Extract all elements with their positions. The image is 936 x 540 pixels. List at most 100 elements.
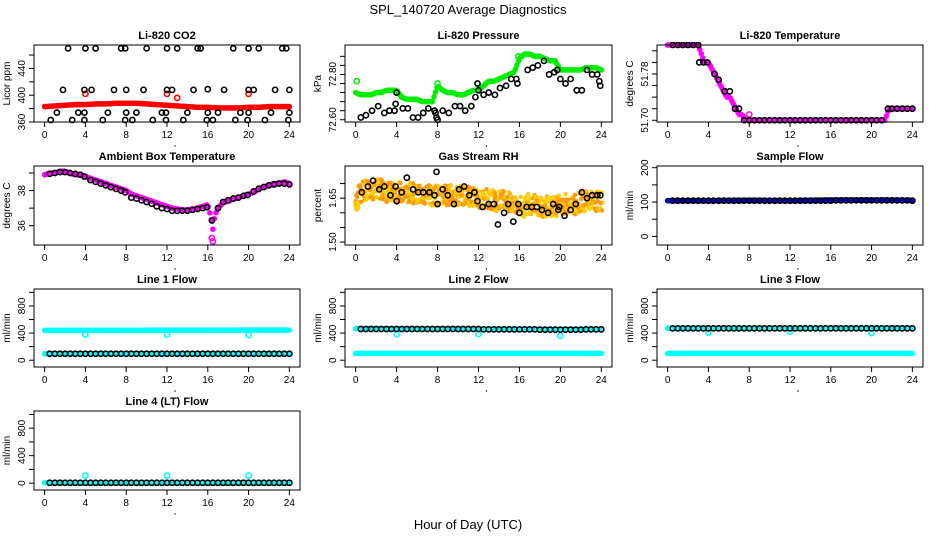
data-point xyxy=(583,201,589,207)
data-point xyxy=(510,208,515,213)
data-point xyxy=(583,194,591,202)
panel-line-4-lt-flow: Line 4 (LT) Flow ml/min 0 4 8 12 16 20 24 0 400 800 xyxy=(2,396,301,515)
y-axis-title: percent xyxy=(313,189,324,223)
data-point xyxy=(726,87,734,95)
data-point xyxy=(250,86,258,94)
data-layer xyxy=(41,327,293,358)
data-point xyxy=(463,201,468,206)
y-tick-label: 0 xyxy=(640,233,651,239)
y-tick-label: 38 xyxy=(17,185,28,197)
data-layer xyxy=(41,44,293,124)
data-point xyxy=(416,183,422,189)
data-point xyxy=(375,186,383,193)
x-tick-label: 16 xyxy=(825,375,837,386)
x-tick-label: 0 xyxy=(665,130,671,141)
data-point xyxy=(278,44,286,52)
x-tick-label: 20 xyxy=(866,375,878,386)
data-point xyxy=(431,94,437,100)
data-point xyxy=(261,116,269,124)
data-point xyxy=(380,183,388,190)
plot-frame xyxy=(656,165,924,246)
empty-sublabel-dot xyxy=(797,145,799,147)
data-point xyxy=(284,116,292,124)
data-point xyxy=(285,181,293,188)
data-point xyxy=(491,91,499,99)
data-point xyxy=(582,209,587,214)
data-point xyxy=(122,109,130,117)
data-point xyxy=(59,86,67,94)
data-point xyxy=(715,76,723,84)
data-point xyxy=(731,105,739,113)
data-point xyxy=(526,192,531,197)
data-point xyxy=(554,214,559,219)
data-point xyxy=(515,52,522,60)
data-layer xyxy=(664,324,916,357)
data-point xyxy=(566,197,571,202)
data-point xyxy=(81,116,88,124)
series-averages xyxy=(669,196,916,205)
data-point xyxy=(64,44,72,52)
data-point xyxy=(556,193,562,198)
data-point xyxy=(538,206,546,214)
y-tick-label: 800 xyxy=(17,297,28,314)
data-layer xyxy=(353,168,605,228)
data-point xyxy=(786,328,794,336)
series-raw-low xyxy=(664,350,916,357)
panel-li820-pressure: Li-820 Pressure kPa 0 4 8 12 16 20 24 72.60 72.80 xyxy=(313,30,613,147)
data-point xyxy=(214,109,222,117)
data-point xyxy=(245,331,252,339)
data-point xyxy=(908,105,916,113)
data-point xyxy=(442,199,447,205)
panel-title: Line 3 Flow xyxy=(760,274,820,286)
x-axis-label: Hour of Day (UTC) xyxy=(413,517,523,532)
x-tick-label: 8 xyxy=(746,375,752,386)
panel-li820-temperature: Li-820 Temperature degrees C 0 4 8 12 16 20 24 51… xyxy=(625,30,924,147)
data-point xyxy=(122,86,130,94)
x-tick-label: 24 xyxy=(284,375,296,386)
data-point xyxy=(593,191,601,199)
data-point xyxy=(465,191,473,199)
x-tick-label: 16 xyxy=(514,130,526,141)
data-point xyxy=(598,67,605,73)
data-point xyxy=(53,109,61,117)
data-point xyxy=(596,82,604,90)
x-tick-label: 0 xyxy=(353,253,359,264)
series-raw xyxy=(353,177,605,219)
data-point xyxy=(358,188,366,196)
data-point xyxy=(523,195,528,200)
x-tick-label: 4 xyxy=(706,375,712,386)
x-tick-label: 4 xyxy=(706,253,712,264)
data-point xyxy=(245,109,252,117)
series-raw-high xyxy=(41,327,293,334)
data-layer xyxy=(664,196,916,205)
y-tick-label: 800 xyxy=(328,297,339,314)
y-axis-title: degrees C xyxy=(625,60,636,106)
data-point xyxy=(209,238,217,245)
empty-sublabel-dot xyxy=(797,268,799,270)
data-point xyxy=(82,90,89,98)
y-axis-title: Licor ppm xyxy=(2,62,13,106)
data-point xyxy=(884,105,892,113)
panel-sample-flow: Sample Flow ml/min 0 4 8 12 16 20 24 0 100 200 xyxy=(625,151,924,270)
data-point xyxy=(386,188,391,193)
data-point xyxy=(220,86,228,94)
y-tick-label: 72.60 xyxy=(328,107,339,132)
x-tick-label: 16 xyxy=(825,253,837,264)
data-layer xyxy=(664,42,916,124)
data-point xyxy=(705,329,712,336)
x-tick-label: 20 xyxy=(555,375,567,386)
data-point xyxy=(163,331,171,338)
data-point xyxy=(403,194,408,199)
data-point xyxy=(504,200,512,208)
data-point xyxy=(537,199,542,204)
data-point xyxy=(490,200,498,208)
data-point xyxy=(143,44,151,52)
data-point xyxy=(475,86,482,94)
x-tick-label: 20 xyxy=(866,130,878,141)
data-point xyxy=(208,234,216,242)
series-raw-outliers xyxy=(705,328,875,337)
data-point xyxy=(533,203,541,211)
series-averages xyxy=(669,42,916,124)
y-tick-label: 400 xyxy=(17,86,28,103)
data-point xyxy=(492,190,497,195)
